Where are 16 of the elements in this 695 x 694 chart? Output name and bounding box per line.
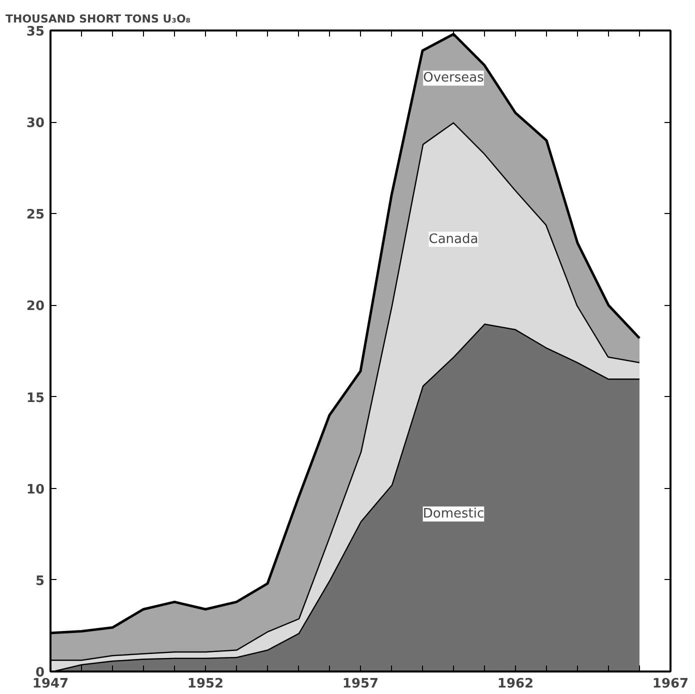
y-tick-label: 20 [26, 299, 45, 314]
series-label: Overseas [423, 70, 484, 86]
series-label: Domestic [422, 506, 484, 522]
x-tick-label: 1957 [342, 676, 379, 692]
y-tick-label: 10 [26, 482, 45, 498]
y-tick-label: 35 [26, 24, 45, 40]
series-label: Canada [428, 232, 478, 247]
x-tick-label: 1962 [497, 676, 534, 692]
x-tick-label: 1952 [187, 676, 224, 692]
y-axis-title: THOUSAND SHORT TONS U₃O₈ [6, 12, 191, 26]
x-tick-label: 1967 [652, 676, 689, 692]
x-tick-label: 1947 [32, 676, 69, 692]
y-tick-label: 15 [26, 390, 45, 406]
y-tick-label: 25 [26, 208, 45, 223]
y-tick-label: 5 [35, 574, 44, 589]
y-tick-label: 30 [26, 116, 45, 132]
